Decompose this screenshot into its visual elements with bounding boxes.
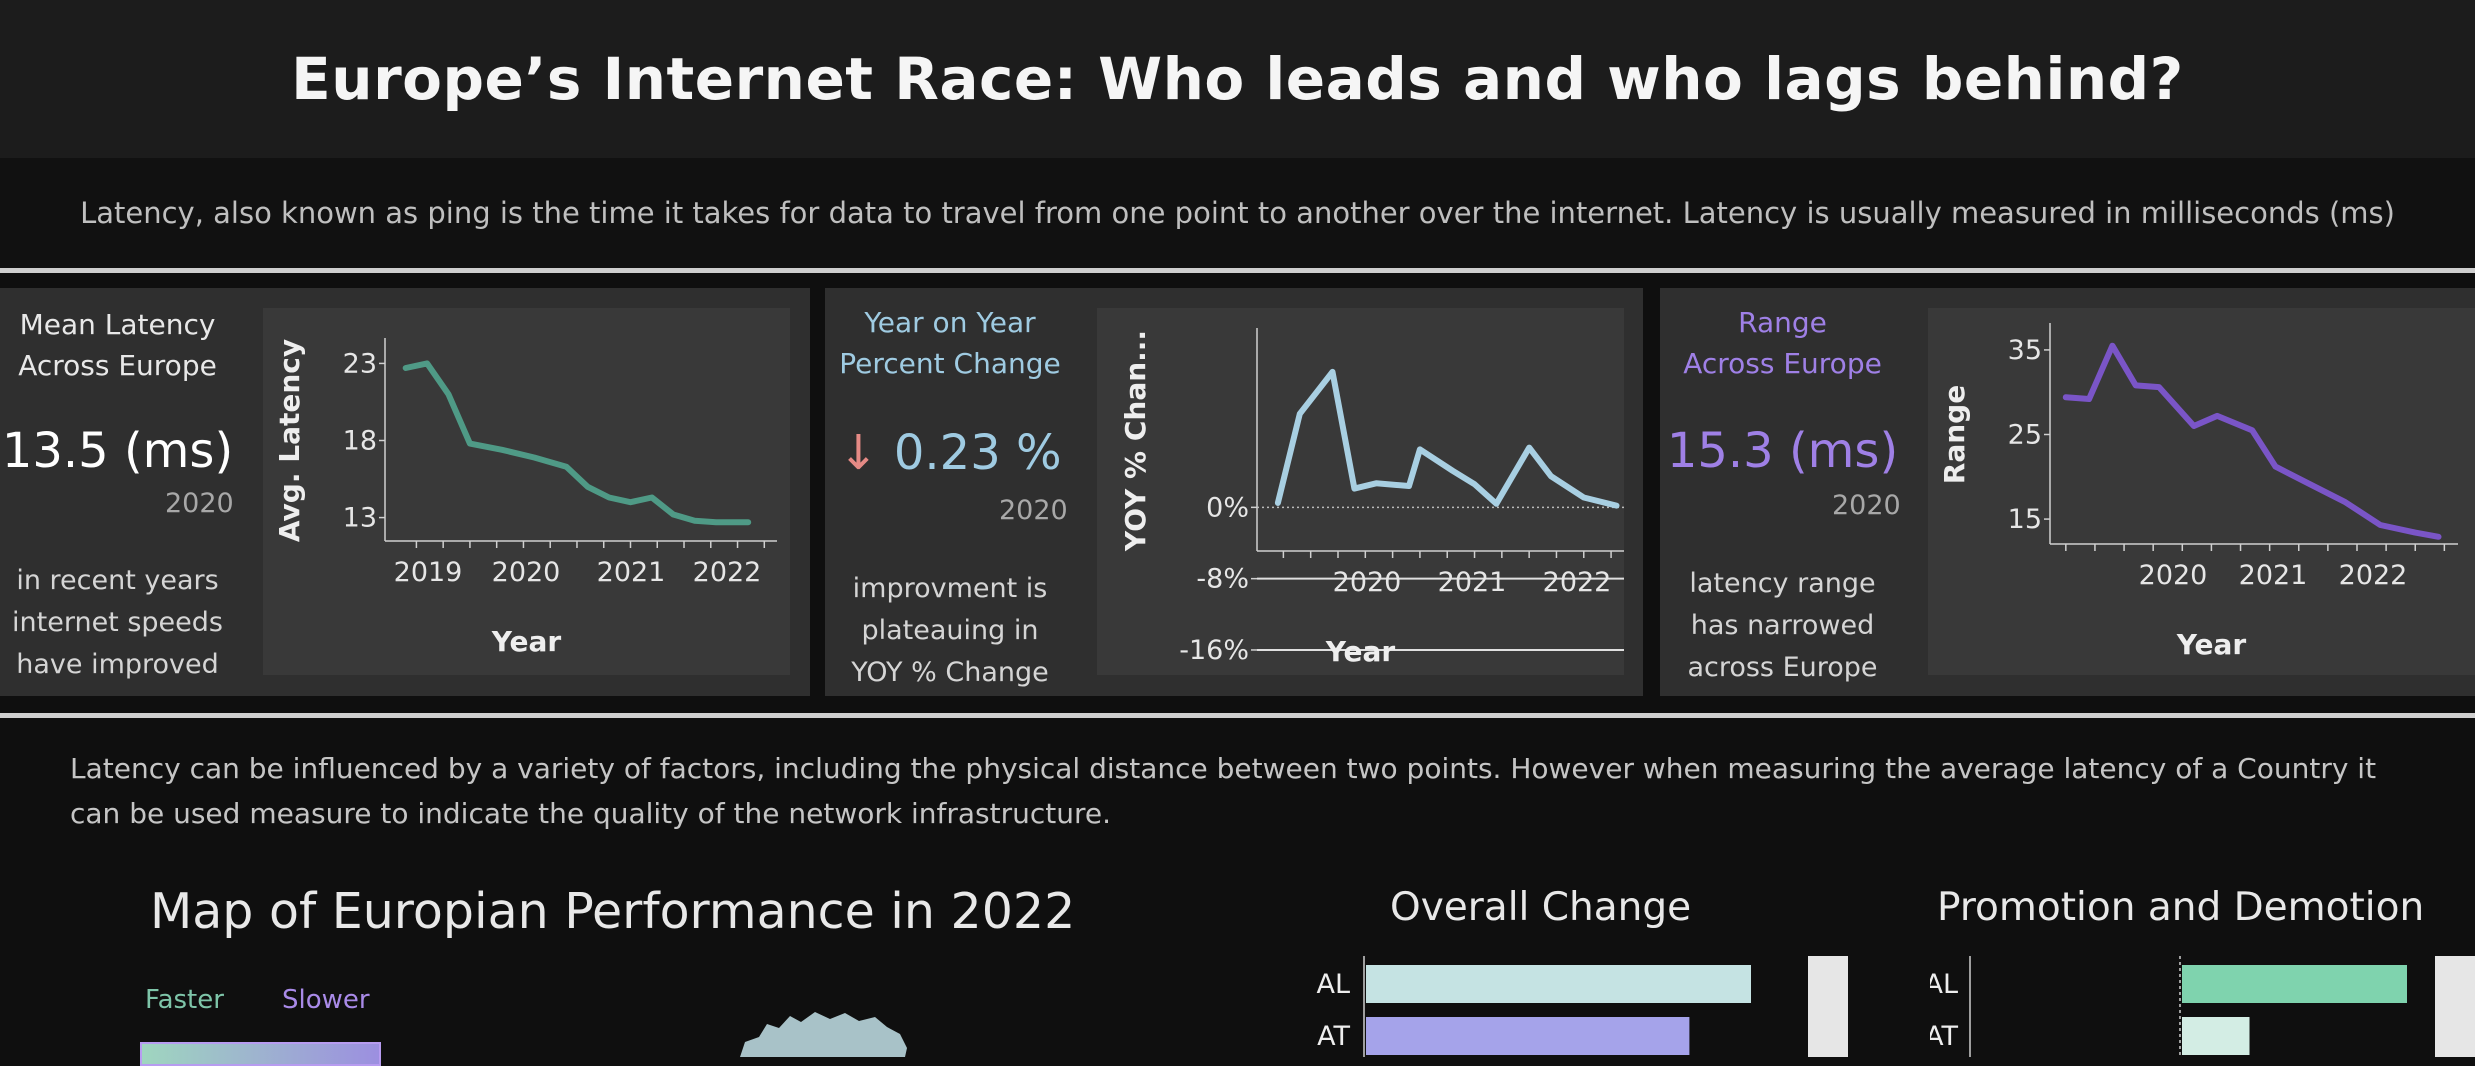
bar-category-label: AT (1317, 1021, 1350, 1052)
kpi-desc-line: internet speeds (0, 602, 235, 644)
kpi-title-line: Range (1660, 302, 1905, 343)
y-tick-label: -16% (1179, 635, 1249, 666)
kpi-desc-line: across Europe (1660, 647, 1905, 689)
kpi-desc-line: plateauing in (825, 610, 1075, 652)
x-tick-label: 2021 (2239, 560, 2308, 591)
bar-end-cap (1808, 956, 1848, 1057)
bar (2182, 1017, 2250, 1055)
overall-change-title: Overall Change (1390, 885, 1691, 930)
series-line (406, 363, 749, 522)
kpi-year: 2020 (1832, 490, 1901, 521)
kpi-value-text: 0.23 % (894, 425, 1062, 481)
y-tick-label: 25 (2008, 420, 2042, 451)
kpi-title: Range Across Europe (1660, 302, 1905, 384)
series-line (2066, 346, 2439, 537)
kpi-desc-line: has narrowed (1660, 605, 1905, 647)
avg-latency-line-chart[interactable]: 13 18 23 2019 2020 2021 2022 Year Avg. Latency (263, 308, 790, 675)
kpi-title-line: Across Europe (1660, 343, 1905, 384)
scandinavia-map-shape[interactable] (735, 1010, 910, 1057)
map-title: Map of Europian Performance in 2022 (150, 883, 1075, 940)
kpi-value: ↓ 0.23 % (825, 425, 1075, 481)
kpi-title-line: Percent Change (825, 343, 1075, 384)
kpi-description: improvment is plateauing in YOY % Change (825, 568, 1075, 694)
page-title: Europe’s Internet Race: Who leads and wh… (291, 45, 2184, 113)
y-tick-label: 23 (343, 348, 377, 379)
y-axis-title: Range (1938, 385, 1971, 484)
x-tick-label: 2022 (1543, 567, 1612, 598)
chart-area: 13 18 23 2019 2020 2021 2022 Year Avg. Latency (263, 308, 790, 675)
map-region-norway[interactable] (740, 1012, 907, 1057)
bar (1366, 965, 1751, 1003)
x-tick-label: 2019 (394, 557, 463, 588)
kpi-desc-line: in recent years (0, 560, 235, 602)
y-tick-label: 0% (1206, 492, 1249, 523)
kpi-year: 2020 (165, 488, 234, 519)
x-tick-label: 2021 (1438, 567, 1507, 598)
kpi-desc-line: improvment is (825, 568, 1075, 610)
y-tick-label: 15 (2008, 504, 2042, 535)
kpi-description: in recent years internet speeds have imp… (0, 560, 235, 686)
bar-category-label: AL (1930, 969, 1958, 1000)
legend-faster-label: Faster (145, 985, 224, 1015)
header: Europe’s Internet Race: Who leads and wh… (0, 0, 2475, 158)
range-line-chart[interactable]: 15 25 35 2020 2021 2022 Year Range (1928, 308, 2475, 675)
y-tick-label: 35 (2008, 335, 2042, 366)
overall-change-bar-chart[interactable]: AL AT (1300, 950, 1860, 1057)
panel-range: Range Across Europe 15.3 (ms) 2020 laten… (1660, 288, 2475, 696)
down-arrow-icon: ↓ (838, 425, 878, 481)
promotion-demotion-bar-chart[interactable]: AL AT (1930, 950, 2475, 1057)
explanation-paragraph: Latency can be influenced by a variety o… (70, 746, 2400, 836)
y-tick-label: 13 (343, 503, 377, 534)
x-tick-label: 2022 (2339, 560, 2408, 591)
x-tick-label: 2020 (492, 557, 561, 588)
kpi-title: Mean Latency Across Europe (0, 304, 235, 386)
kpi-desc-line: YOY % Change (825, 652, 1075, 694)
bar-end-cap (2435, 956, 2475, 1057)
x-tick-label: 2022 (693, 557, 762, 588)
bar (2182, 965, 2407, 1003)
y-axis-title: YOY % Chan... (1119, 330, 1152, 552)
kpi-value: 15.3 (ms) (1660, 423, 1905, 479)
promotion-demotion-title: Promotion and Demotion (1937, 885, 2424, 930)
kpi-value: 13.5 (ms) (0, 423, 235, 479)
chart-area: -16% -8% 0% 2020 2021 2022 Year YOY % Chan... (1097, 308, 1624, 675)
x-axis-title: Year (491, 625, 562, 658)
x-axis-title: Year (2176, 628, 2247, 661)
divider-middle (0, 713, 2475, 718)
color-legend-bar[interactable] (140, 1042, 381, 1066)
y-tick-label: 18 (343, 426, 377, 457)
divider-top (0, 268, 2475, 273)
kpi-title-line: Year on Year (825, 302, 1075, 343)
kpi-desc-line: have improved (0, 644, 235, 686)
kpi-title: Year on Year Percent Change (825, 302, 1075, 384)
panel-yoy-change: Year on Year Percent Change ↓ 0.23 % 202… (825, 288, 1643, 696)
kpi-title-line: Across Europe (0, 345, 235, 386)
y-axis-title: Avg. Latency (273, 339, 306, 542)
kpi-desc-line: latency range (1660, 563, 1905, 605)
chart-area: 15 25 35 2020 2021 2022 Year Range (1928, 308, 2475, 675)
kpi-description: latency range has narrowed across Europe (1660, 563, 1905, 689)
x-tick-label: 2020 (2139, 560, 2208, 591)
kpi-year: 2020 (999, 495, 1068, 526)
bar (1366, 1017, 1689, 1055)
bar-category-label: AT (1930, 1021, 1958, 1052)
panel-mean-latency: Mean Latency Across Europe 13.5 (ms) 202… (0, 288, 810, 696)
intro-text: Latency, also known as ping is the time … (0, 158, 2475, 268)
x-tick-label: 2021 (597, 557, 666, 588)
y-tick-label: -8% (1196, 564, 1249, 595)
yoy-change-line-chart[interactable]: -16% -8% 0% 2020 2021 2022 Year YOY % Chan... (1097, 308, 1624, 675)
kpi-title-line: Mean Latency (0, 304, 235, 345)
legend-slower-label: Slower (282, 985, 370, 1015)
bar-category-label: AL (1316, 969, 1350, 1000)
x-tick-label: 2020 (1333, 567, 1402, 598)
series-line (1278, 372, 1617, 506)
x-axis-title: Year (1325, 635, 1396, 668)
